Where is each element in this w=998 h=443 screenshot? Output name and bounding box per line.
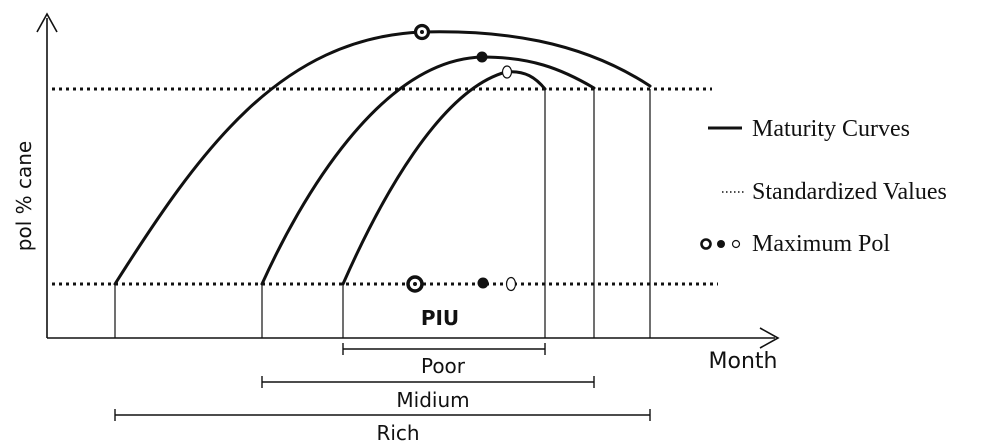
medium-maximum-marker bbox=[476, 51, 488, 63]
y-axis-label: pol % cane bbox=[12, 141, 36, 251]
medium-range-label: Midium bbox=[396, 388, 469, 412]
legend-max-pol-large-marker bbox=[700, 238, 712, 250]
range-brackets bbox=[114, 343, 651, 421]
poor-maturity-curve bbox=[341, 70, 547, 286]
rich-maturity-curve bbox=[113, 30, 652, 286]
curve-maximum-markers bbox=[413, 23, 513, 79]
legend-standardized-values-label: Standardized Values bbox=[752, 179, 947, 205]
axes bbox=[36, 12, 780, 349]
piu-medium-marker bbox=[477, 277, 489, 289]
legend-maximum-pol-label: Maximum Pol bbox=[752, 231, 890, 257]
poor-range-label: Poor bbox=[421, 354, 466, 378]
piu-markers bbox=[406, 275, 517, 293]
rich-range-label: Rich bbox=[376, 421, 419, 443]
standardized-lines bbox=[52, 87, 718, 286]
x-axis-arrowhead bbox=[759, 327, 780, 349]
piu-label: PIU bbox=[421, 306, 459, 330]
piu-poor-marker bbox=[505, 276, 517, 292]
medium-maturity-curve bbox=[260, 55, 596, 286]
poor-maximum-marker bbox=[501, 65, 513, 79]
vertical-drop-lines bbox=[114, 89, 651, 338]
legend-maturity-curves-label: Maturity Curves bbox=[752, 116, 910, 142]
y-axis-arrowhead bbox=[36, 12, 58, 33]
legend-max-pol-small-marker bbox=[731, 239, 741, 249]
legend-max-pol-medium-marker bbox=[717, 240, 725, 248]
x-axis-label: Month bbox=[709, 349, 778, 374]
rich-maximum-marker-center bbox=[420, 30, 424, 34]
piu-rich-marker-center bbox=[413, 282, 417, 286]
legend: Maturity Curves Standardized Values Maxi… bbox=[700, 116, 947, 257]
maturity-curves bbox=[113, 30, 652, 286]
